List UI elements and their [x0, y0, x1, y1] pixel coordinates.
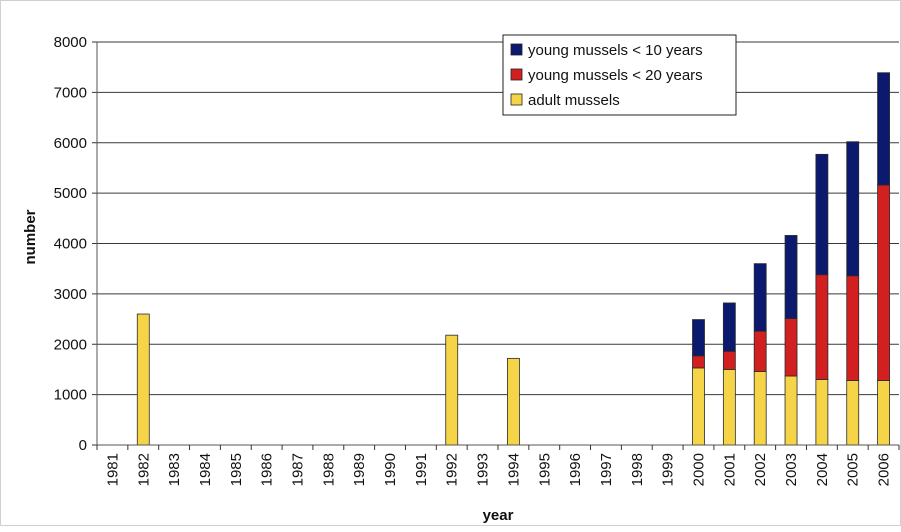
legend-label: young mussels < 20 years [528, 67, 703, 84]
y-tick-label: 3000 [54, 286, 87, 303]
x-tick-label: 1987 [290, 453, 307, 486]
x-tick-label: 2003 [783, 453, 800, 486]
y-tick-label: 1000 [54, 387, 87, 404]
y-tick-label: 7000 [54, 84, 87, 101]
legend-swatch [510, 43, 523, 56]
bar-segment [753, 371, 767, 446]
x-tick-label: 1992 [444, 453, 461, 486]
legend-swatch [510, 68, 523, 81]
x-tick-label: 1991 [413, 453, 430, 486]
x-tick-label: 1982 [135, 453, 152, 486]
y-tick-label: 6000 [54, 135, 87, 152]
bar-segment [846, 275, 860, 381]
x-tick-label: 2006 [876, 453, 893, 486]
x-tick-label: 2002 [752, 453, 769, 486]
x-tick-label: 1995 [536, 453, 553, 486]
bar-segment [784, 235, 798, 319]
bar-segment [784, 318, 798, 377]
bar-segment [815, 379, 829, 446]
x-axis-label: year [483, 507, 514, 524]
x-tick-label: 1986 [259, 453, 276, 486]
x-tick-label: 1994 [505, 453, 522, 486]
x-tick-label: 1999 [660, 453, 677, 486]
y-axis-label: number [22, 209, 39, 264]
bar-segment [877, 72, 890, 186]
bar-segment [815, 153, 829, 276]
x-tick-label: 2000 [691, 453, 708, 486]
bar-segment [722, 350, 736, 370]
bar-segment [445, 334, 459, 446]
legend-label: adult mussels [528, 92, 620, 109]
x-tick-label: 1990 [382, 453, 399, 486]
bar-segment [815, 274, 829, 380]
bar-segment [722, 369, 736, 446]
x-tick-label: 1983 [166, 453, 183, 486]
x-tick-label: 1993 [475, 453, 492, 486]
x-tick-label: 1981 [104, 453, 121, 486]
x-tick-label: 1996 [567, 453, 584, 486]
legend-label: young mussels < 10 years [528, 42, 703, 59]
x-tick-label: 1997 [598, 453, 615, 486]
legend-box [502, 34, 737, 116]
x-tick-label: 2001 [721, 453, 738, 486]
legend-swatch [510, 93, 523, 106]
y-tick-label: 5000 [54, 185, 87, 202]
x-tick-label: 1984 [197, 453, 214, 486]
bar-segment [846, 141, 860, 277]
x-tick-label: 2004 [814, 453, 831, 486]
legend: young mussels < 10 years young mussels < … [502, 34, 737, 116]
y-tick-label: 0 [79, 437, 87, 454]
bar-segment [877, 184, 890, 381]
bar-segment [136, 313, 150, 446]
x-tick-label: 1989 [351, 453, 368, 486]
y-tick-label: 4000 [54, 236, 87, 253]
bar-segment [692, 319, 705, 357]
bars [136, 72, 890, 446]
bar-segment [753, 330, 767, 372]
gridlines [97, 41, 899, 396]
x-tick-label: 1998 [629, 453, 646, 486]
y-tick-label: 2000 [54, 336, 87, 353]
axes: 0 1000 2000 3000 4000 5000 6000 7000 8000 1981 198… [54, 34, 900, 486]
bar-segment [507, 357, 520, 446]
bar-segment [692, 367, 705, 446]
bar-segment [846, 380, 860, 446]
bar-segment [877, 380, 890, 446]
x-tick-label: 1985 [228, 453, 245, 486]
bar-segment [753, 263, 767, 332]
bar-segment [784, 375, 798, 446]
bar-segment [692, 355, 705, 369]
x-tick-label: 1988 [320, 453, 337, 486]
x-tick-label: 2005 [845, 453, 862, 486]
y-tick-label: 8000 [54, 34, 87, 51]
bar-segment [722, 302, 736, 352]
